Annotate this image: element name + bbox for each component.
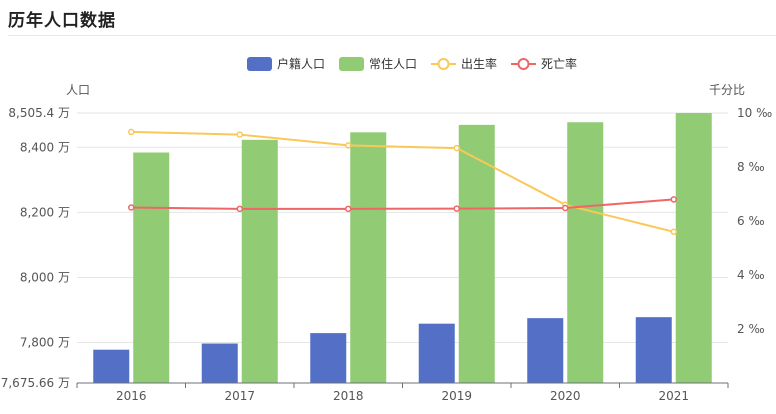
- left-axis-name: 人口: [66, 83, 90, 97]
- line-point[interactable]: [345, 142, 352, 149]
- legend-item[interactable]: 出生率: [431, 56, 497, 71]
- line-point[interactable]: [670, 196, 677, 203]
- title-divider: [8, 35, 776, 36]
- bar-resident[interactable]: [567, 122, 604, 383]
- bar-resident[interactable]: [133, 152, 170, 383]
- left-tick-label: 7,675.66 万: [1, 376, 70, 390]
- bar-households[interactable]: [635, 317, 672, 383]
- right-tick-label: 10 ‰: [737, 106, 772, 120]
- legend-bar-swatch: [339, 57, 364, 71]
- line-point[interactable]: [453, 144, 460, 152]
- x-tick-label: 2021: [658, 389, 689, 403]
- line-point[interactable]: [128, 128, 135, 136]
- bar-households[interactable]: [201, 343, 238, 383]
- line-series: [128, 128, 677, 236]
- bar-resident[interactable]: [350, 132, 387, 383]
- bar-series: [93, 113, 712, 384]
- line-point[interactable]: [236, 131, 243, 138]
- line-point[interactable]: [453, 205, 460, 212]
- left-tick-label: 8,200 万: [20, 205, 70, 219]
- bar-households[interactable]: [93, 349, 130, 383]
- bar-resident[interactable]: [241, 139, 278, 383]
- line-point[interactable]: [345, 205, 352, 213]
- line-point[interactable]: [236, 205, 243, 213]
- legend-marker: [517, 58, 530, 70]
- grid-lines: [77, 112, 728, 384]
- line-point[interactable]: [670, 228, 677, 236]
- bar-households[interactable]: [527, 318, 564, 383]
- legend-item[interactable]: 死亡率: [511, 56, 577, 71]
- left-tick-label: 7,800 万: [20, 336, 70, 350]
- bar-resident[interactable]: [675, 113, 712, 383]
- bar-households[interactable]: [310, 333, 347, 383]
- legend-marker: [437, 58, 450, 70]
- x-tick-label: 2016: [116, 389, 147, 403]
- line-birth-rate: [131, 130, 674, 233]
- x-tick-label: 2020: [550, 389, 581, 403]
- legend-label: 死亡率: [541, 56, 577, 71]
- line-point[interactable]: [562, 204, 569, 212]
- chart-legend[interactable]: 户籍人口 常住人口 出生率 死亡率: [247, 56, 577, 71]
- bar-households[interactable]: [418, 323, 455, 383]
- x-tick-label: 2017: [224, 389, 255, 403]
- line-point[interactable]: [128, 204, 135, 211]
- x-tick-label: 2019: [441, 389, 472, 403]
- axes: 7,675.66 万 7,800 万 8,000 万 8,200 万 8,400 万 8,…: [1, 106, 772, 403]
- legend-item[interactable]: 户籍人口: [247, 56, 325, 71]
- bar-resident[interactable]: [458, 124, 495, 384]
- right-tick-label: 8 ‰: [737, 160, 765, 174]
- legend-label: 户籍人口: [277, 56, 325, 71]
- page-title: 历年人口数据: [8, 11, 116, 31]
- right-tick-label: 4 ‰: [737, 268, 765, 282]
- left-tick-label: 8,505.4 万: [8, 106, 70, 120]
- line-death-rate: [131, 198, 674, 210]
- legend-label: 常住人口: [369, 57, 417, 71]
- right-tick-label: 2 ‰: [737, 322, 765, 336]
- right-tick-label: 6 ‰: [737, 214, 765, 228]
- right-axis-name: 千分比: [709, 83, 745, 97]
- legend-label: 出生率: [461, 56, 497, 71]
- x-tick-label: 2018: [333, 389, 364, 403]
- left-tick-label: 8,000 万: [20, 270, 70, 284]
- legend-bar-swatch: [247, 57, 272, 71]
- left-tick-label: 8,400 万: [20, 140, 70, 154]
- legend-item[interactable]: 常住人口: [339, 57, 417, 71]
